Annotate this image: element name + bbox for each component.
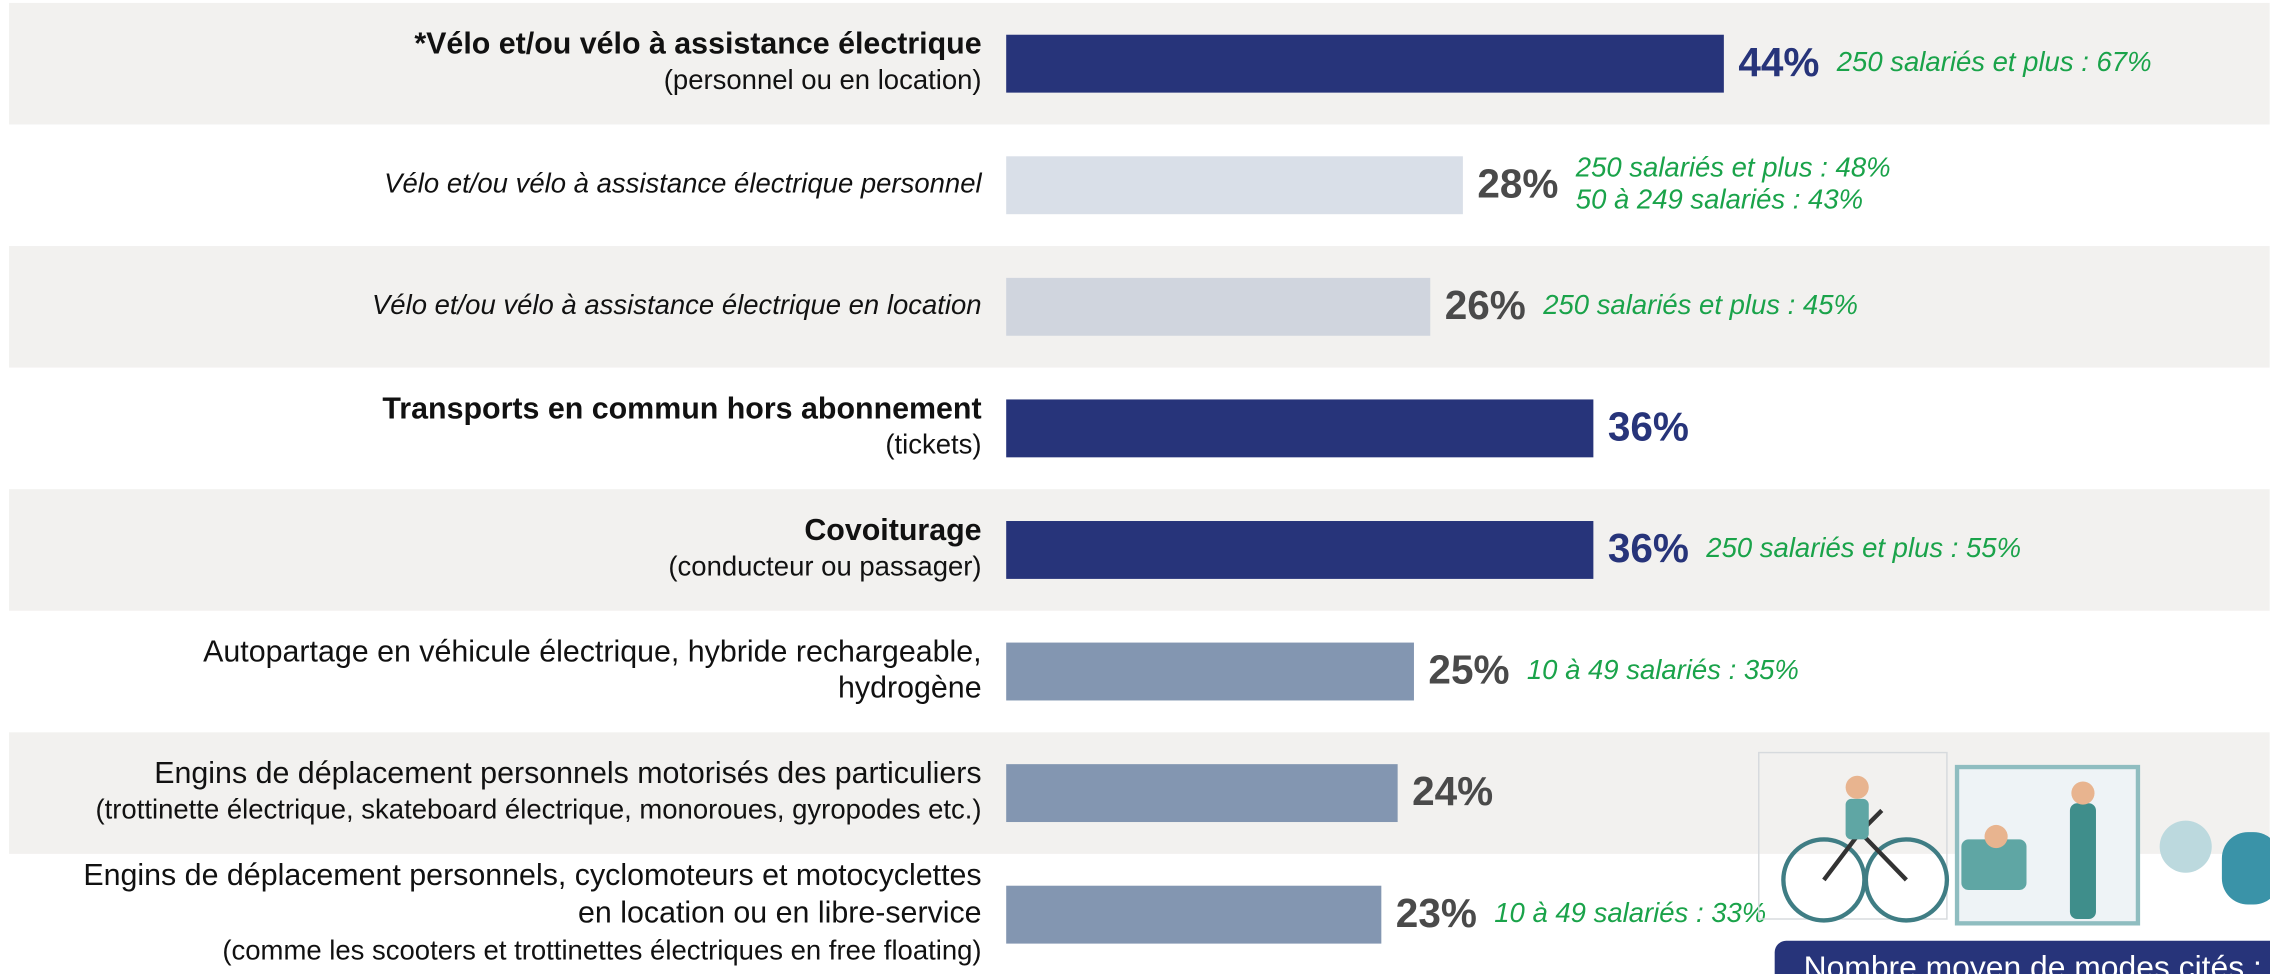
bar: [1006, 764, 1398, 823]
category-label: Vélo et/ou vélo à assistance électrique …: [384, 168, 982, 199]
value-label: 36%: [1608, 404, 1689, 450]
footer-box: [1774, 940, 2270, 974]
bar: [1006, 156, 1463, 215]
rider-head: [1845, 775, 1869, 799]
note: 250 salariés et plus : 67%: [1836, 46, 2152, 77]
bar: [1006, 885, 1382, 944]
value-label: 25%: [1428, 647, 1509, 693]
category-label: Autopartage en véhicule électrique, hybr…: [203, 634, 981, 668]
illustration-frame: [1758, 751, 1948, 920]
value-label: 24%: [1412, 768, 1493, 814]
value-label: 44%: [1738, 39, 1819, 85]
car: [2221, 832, 2270, 905]
category-label: hydrogène: [838, 671, 982, 705]
bar: [1006, 277, 1431, 336]
illustration: [1758, 751, 2270, 926]
category-label: Covoiturage: [804, 513, 981, 547]
passenger-head: [1984, 824, 2008, 849]
bar: [1006, 399, 1594, 458]
value-label: 23%: [1396, 890, 1477, 936]
wheel: [1863, 837, 1950, 923]
category-label: Vélo et/ou vélo à assistance électrique …: [372, 289, 982, 320]
note: 50 à 249 salariés : 43%: [1576, 183, 1863, 214]
note: 250 salariés et plus : 48%: [1575, 152, 1891, 183]
note: 10 à 49 salariés : 33%: [1494, 897, 1766, 928]
note: 250 salariés et plus : 55%: [1705, 532, 2021, 563]
value-label: 36%: [1608, 525, 1689, 571]
note: 250 salariés et plus : 45%: [1542, 289, 1858, 320]
value-label: 26%: [1445, 282, 1526, 328]
category-label: (tickets): [885, 429, 981, 460]
value-label: 28%: [1477, 160, 1558, 206]
category-label: en location ou en libre-service: [578, 896, 982, 930]
category-label: (personnel ou en location): [664, 64, 982, 95]
category-label: Engins de déplacement personnels motoris…: [154, 756, 981, 790]
category-label: *Vélo et/ou vélo à assistance électrique: [414, 27, 981, 61]
category-label: Transports en commun hors abonnement: [382, 391, 981, 425]
note: 10 à 49 salariés : 35%: [1527, 654, 1799, 685]
tree: [2159, 820, 2212, 873]
passenger-head: [2071, 781, 2095, 805]
bar: [1006, 642, 1414, 701]
bar: [1006, 521, 1594, 579]
category-label: (trottinette électrique, skateboard élec…: [95, 793, 981, 824]
bar: [1006, 34, 1724, 93]
seat: [1961, 839, 2027, 891]
footer-box-text: Nombre moyen de modes cités :: [1804, 949, 2262, 974]
rider-body: [1845, 798, 1869, 840]
category-label: Engins de déplacement personnels, cyclom…: [83, 858, 981, 892]
category-label: (conducteur ou passager): [668, 550, 981, 581]
category-label: (comme les scooters et trottinettes élec…: [222, 935, 981, 966]
passenger-standing: [2069, 803, 2096, 920]
